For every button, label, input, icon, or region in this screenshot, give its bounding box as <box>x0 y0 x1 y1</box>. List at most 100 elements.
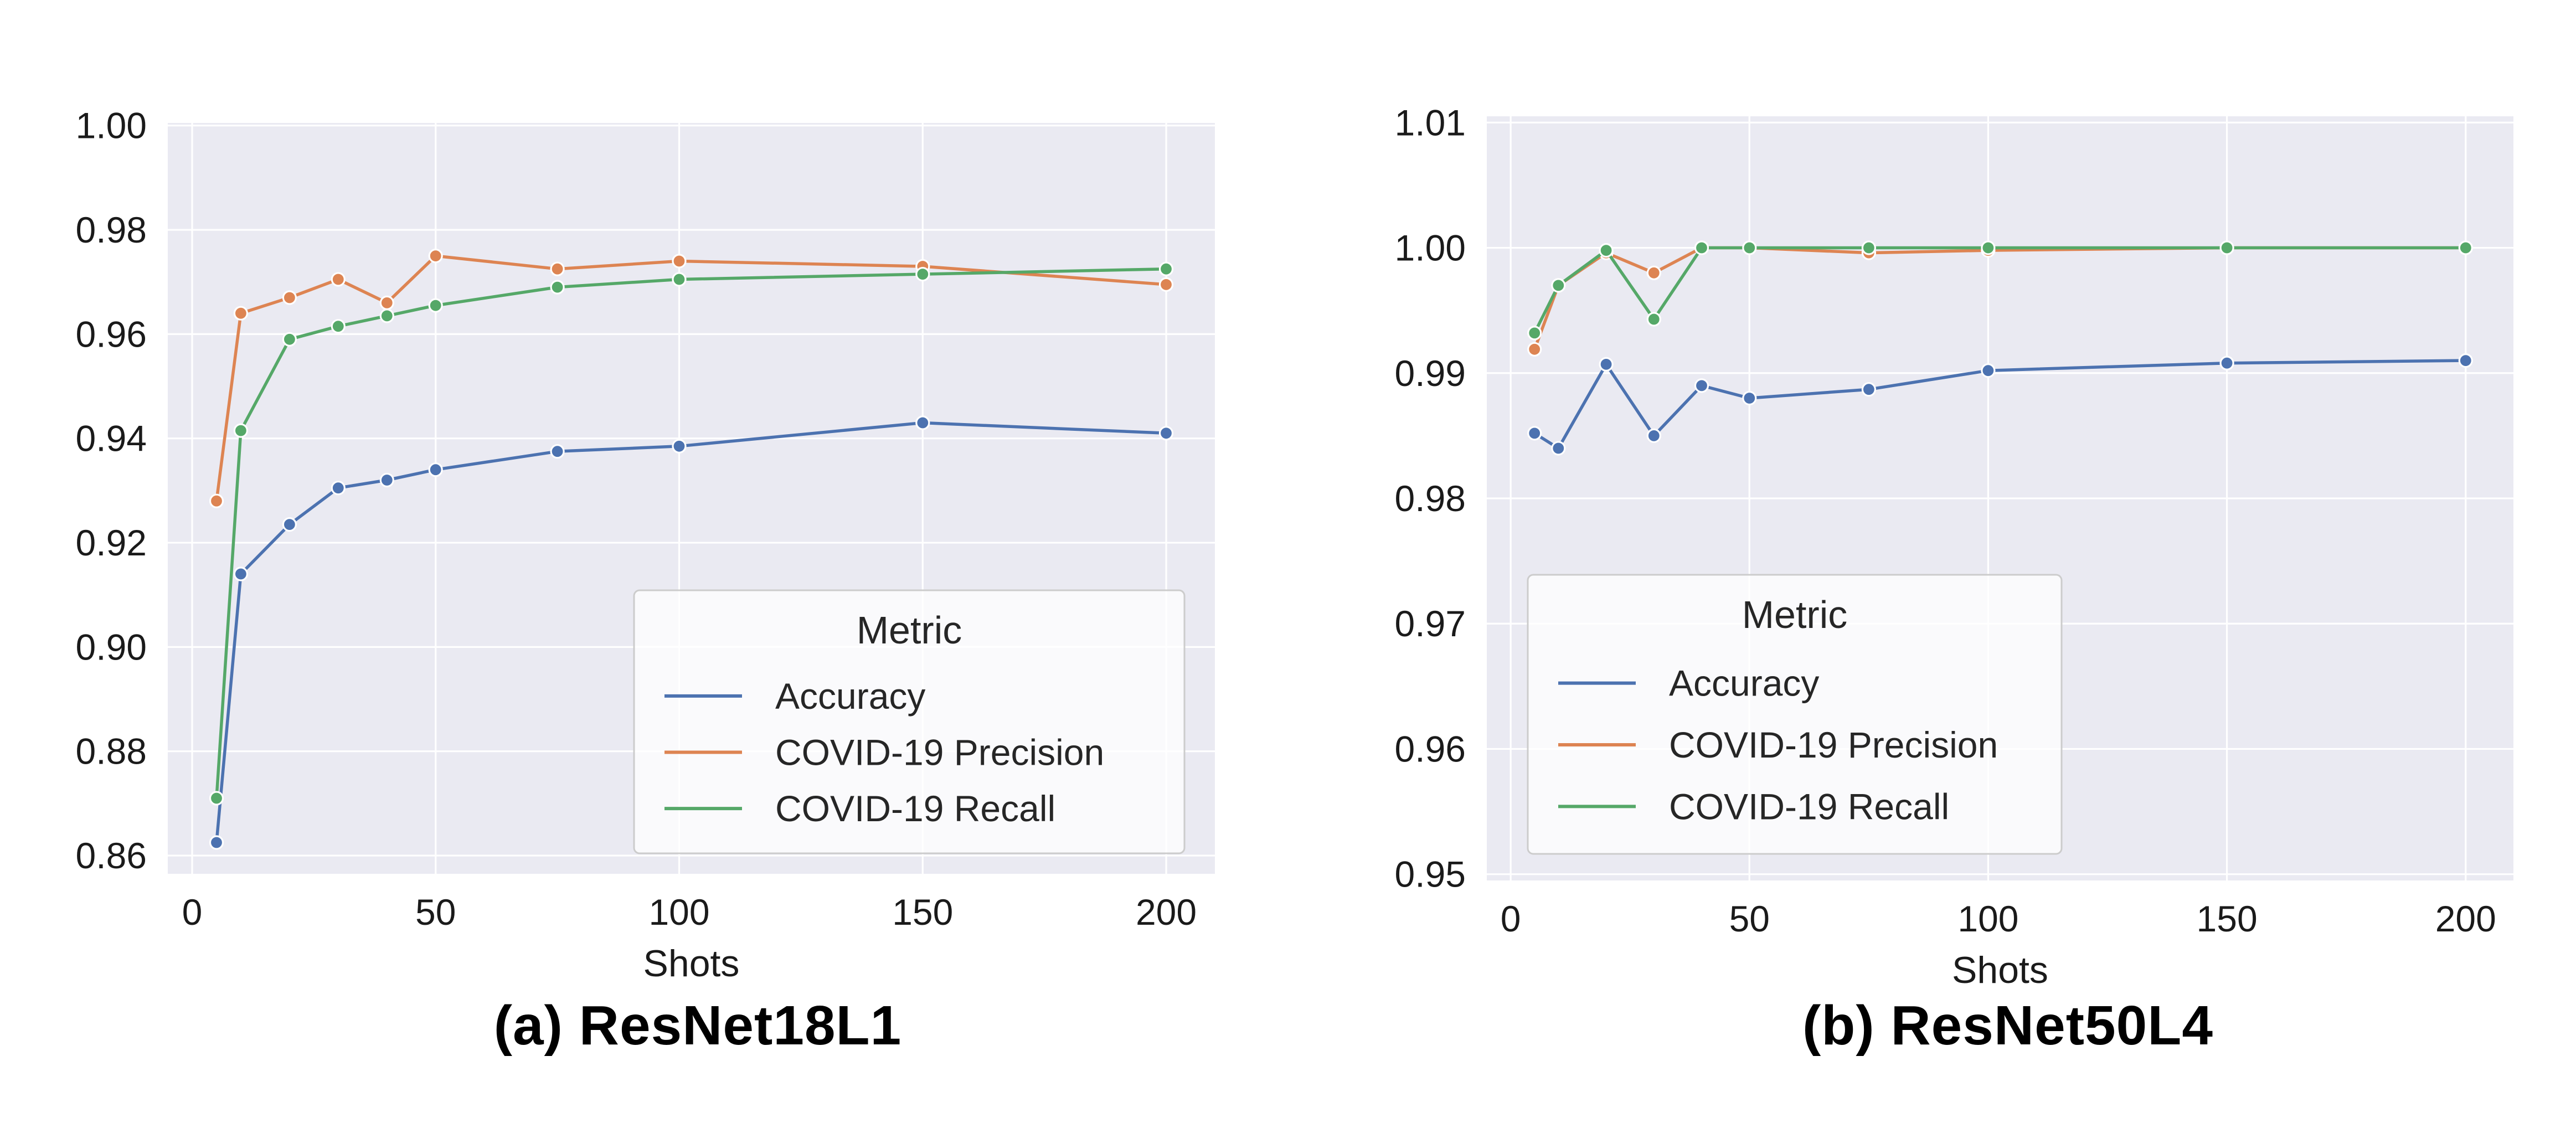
y-tick-label: 1.00 <box>76 105 147 146</box>
chart-panel-a: 0.86 0.88 0.90 0.92 0.94 0.96 0.98 1.00 0 50 100 15… <box>76 105 1215 1057</box>
data-point <box>1861 382 1877 397</box>
data-point <box>1981 363 1996 378</box>
y-tick-label: 0.96 <box>76 313 147 354</box>
data-point <box>550 280 565 295</box>
x-tick-label: 50 <box>1729 898 1770 939</box>
legend-label-covid-19-recall: COVID-19 Recall <box>1669 786 1949 827</box>
data-point <box>1158 277 1174 292</box>
data-point <box>672 439 687 454</box>
y-tick-label: 0.98 <box>1395 478 1466 519</box>
y-tick-label: 0.99 <box>1395 353 1466 394</box>
y-axis-ticks: 0.86 0.88 0.90 0.92 0.94 0.96 0.98 1.00 <box>76 105 147 876</box>
data-point <box>209 835 224 850</box>
data-point <box>550 444 565 459</box>
data-point <box>550 261 565 276</box>
x-tick-label: 100 <box>1957 898 2018 939</box>
data-point <box>428 298 443 313</box>
y-tick-label: 0.95 <box>1395 854 1466 895</box>
data-point <box>1694 240 1709 255</box>
x-axis-label: Shots <box>1952 949 2048 991</box>
data-point <box>209 791 224 806</box>
data-point <box>282 517 297 532</box>
legend-label-accuracy: Accuracy <box>1669 663 1819 704</box>
legend-label-covid-19-precision: COVID-19 Precision <box>1669 724 1998 765</box>
data-point <box>282 332 297 347</box>
data-point <box>1742 390 1757 406</box>
chart-resnet18l1: 0.86 0.88 0.90 0.92 0.94 0.96 0.98 1.00 0 50 100 15… <box>76 105 1215 985</box>
y-tick-label: 1.01 <box>1395 102 1466 143</box>
x-tick-label: 50 <box>415 892 456 933</box>
legend-title: Metric <box>857 609 962 652</box>
data-point <box>672 254 687 269</box>
legend-label-accuracy: Accuracy <box>775 676 925 717</box>
data-point <box>915 267 930 282</box>
chart-resnet50l4: 0.95 0.96 0.97 0.98 0.99 1.00 1.01 0 50 100 150 200… <box>1395 102 2513 991</box>
data-point <box>1527 426 1542 441</box>
data-point <box>1599 357 1614 372</box>
data-point <box>379 472 394 488</box>
series-covid-19-precision <box>209 249 1174 508</box>
x-axis-ticks: 0 50 100 150 200 <box>1501 898 2496 939</box>
data-point <box>1527 342 1542 357</box>
series-accuracy <box>1527 353 2473 456</box>
x-axis-ticks: 0 50 100 150 200 <box>182 892 1197 933</box>
data-point <box>1742 240 1757 255</box>
data-point <box>233 423 248 438</box>
data-point <box>233 566 248 581</box>
data-point <box>1646 265 1661 280</box>
x-tick-label: 200 <box>1136 892 1197 933</box>
y-tick-label: 0.94 <box>76 418 147 459</box>
data-point <box>1599 243 1614 258</box>
x-tick-label: 150 <box>2197 898 2258 939</box>
data-point <box>1981 240 1996 255</box>
legend: Metric Accuracy COVID-19 Precision COVID-19… <box>1527 574 2063 855</box>
y-tick-label: 0.96 <box>1395 728 1466 769</box>
data-point <box>379 308 394 323</box>
legend-label-covid-19-recall: COVID-19 Recall <box>775 788 1055 829</box>
y-tick-label: 0.88 <box>76 731 147 772</box>
x-tick-label: 150 <box>892 892 953 933</box>
x-tick-label: 100 <box>648 892 709 933</box>
data-point <box>209 493 224 508</box>
data-point <box>672 272 687 287</box>
y-tick-label: 0.92 <box>76 522 147 563</box>
y-tick-label: 0.90 <box>76 626 147 667</box>
series-covid-19-recall <box>209 261 1174 806</box>
series-covid-19-recall <box>1527 240 2473 341</box>
chart-panel-b: 0.95 0.96 0.97 0.98 0.99 1.00 1.01 0 50 100 150 200… <box>1288 0 2576 1123</box>
x-tick-label: 0 <box>182 892 203 933</box>
y-tick-label: 0.98 <box>76 209 147 250</box>
y-tick-label: 0.97 <box>1395 603 1466 644</box>
data-point <box>2219 240 2234 255</box>
data-point <box>233 306 248 321</box>
data-point <box>1158 261 1174 276</box>
legend: Metric Accuracy COVID-19 Precision COVID-19… <box>633 589 1186 854</box>
x-axis-label: Shots <box>643 942 740 985</box>
data-point <box>282 290 297 305</box>
x-tick-label: 200 <box>2435 898 2496 939</box>
y-axis-ticks: 0.95 0.96 0.97 0.98 0.99 1.00 1.01 <box>1395 102 1466 894</box>
x-tick-label: 0 <box>1501 898 1521 939</box>
data-point <box>428 249 443 264</box>
data-point <box>1694 378 1709 393</box>
y-tick-label: 1.00 <box>1395 228 1466 269</box>
data-point <box>2219 356 2234 370</box>
data-point <box>2458 240 2473 255</box>
data-point <box>1646 428 1661 444</box>
data-point <box>1646 312 1661 327</box>
data-point <box>379 295 394 311</box>
data-point <box>1551 278 1566 293</box>
data-point <box>428 462 443 477</box>
data-point <box>331 481 346 496</box>
caption-b: (b) ResNet50L4 <box>1802 995 2213 1057</box>
legend-label-covid-19-precision: COVID-19 Precision <box>775 732 1104 773</box>
data-point <box>331 272 346 287</box>
data-point <box>1551 441 1566 456</box>
data-point <box>1861 240 1877 255</box>
data-point <box>2458 353 2473 368</box>
data-point <box>331 319 346 334</box>
caption-a: (a) ResNet18L1 <box>493 995 902 1057</box>
data-point <box>1527 326 1542 341</box>
series-accuracy <box>209 415 1174 850</box>
